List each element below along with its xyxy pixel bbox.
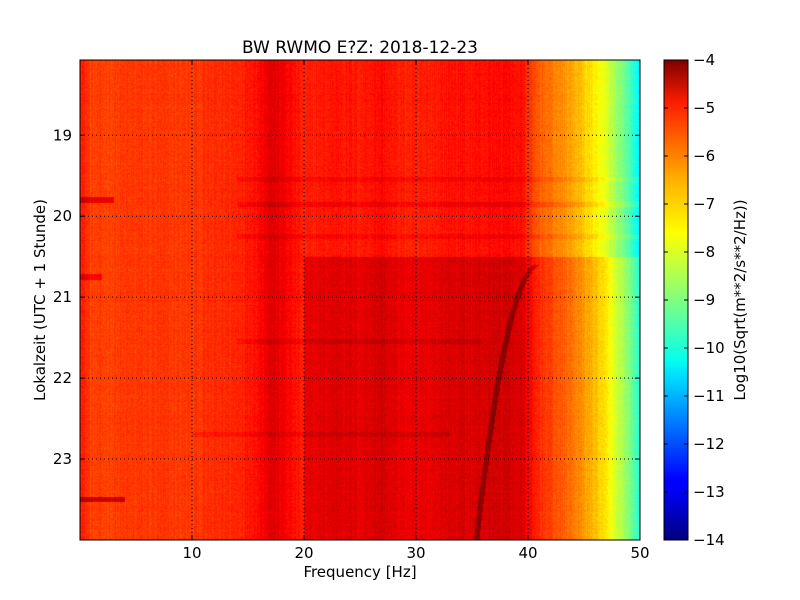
x-tick-label: 10 bbox=[182, 544, 201, 562]
y-tick-label: 23 bbox=[53, 450, 72, 468]
colorbar-label: Log10(Sqrt(m**2/s**2/Hz)) bbox=[731, 199, 749, 400]
colorbar-tick-label: −13 bbox=[693, 483, 725, 501]
grid-lines bbox=[80, 60, 640, 540]
x-tick-label: 20 bbox=[294, 544, 313, 562]
x-axis-ticks: 10 20 30 40 50 bbox=[182, 60, 650, 562]
y-tick-label: 20 bbox=[53, 207, 72, 225]
colorbar: −4 −5 −6 −7 −8 −9 −10 −11 −12 −13 −14 Log10(Sqrt(m… bbox=[663, 51, 749, 549]
x-tick-label: 40 bbox=[518, 544, 537, 562]
x-tick-label: 50 bbox=[630, 544, 649, 562]
colorbar-tick-label: −7 bbox=[693, 195, 715, 213]
y-axis-ticks: 19 20 21 22 23 bbox=[53, 126, 640, 468]
x-axis-label: Frequency [Hz] bbox=[303, 563, 416, 581]
y-axis-label: Lokalzeit (UTC + 1 Stunde) bbox=[31, 199, 49, 401]
colorbar-tick-label: −9 bbox=[693, 291, 715, 309]
colorbar-ticks: −4 −5 −6 −7 −8 −9 −10 −11 −12 −13 −14 bbox=[664, 51, 725, 549]
colorbar-tick-label: −10 bbox=[693, 339, 725, 357]
y-tick-label: 22 bbox=[53, 369, 72, 387]
y-tick-label: 19 bbox=[53, 126, 72, 144]
colorbar-tick-label: −4 bbox=[693, 51, 715, 69]
colorbar-tick-label: −14 bbox=[693, 531, 725, 549]
spectrogram-image bbox=[80, 60, 640, 540]
colorbar-tick-label: −8 bbox=[693, 243, 715, 261]
colorbar-tick-label: −11 bbox=[693, 387, 725, 405]
plot-area: 10 20 30 40 50 19 20 21 22 23 bbox=[53, 59, 650, 562]
colorbar-tick-label: −5 bbox=[693, 99, 715, 117]
y-tick-label: 21 bbox=[53, 288, 72, 306]
chart-title: BW RWMO E?Z: 2018-12-23 bbox=[242, 38, 478, 58]
x-tick-label: 30 bbox=[406, 544, 425, 562]
colorbar-tick-label: −12 bbox=[693, 435, 725, 453]
plot-frame bbox=[79, 59, 641, 541]
colorbar-tick-label: −6 bbox=[693, 147, 715, 165]
